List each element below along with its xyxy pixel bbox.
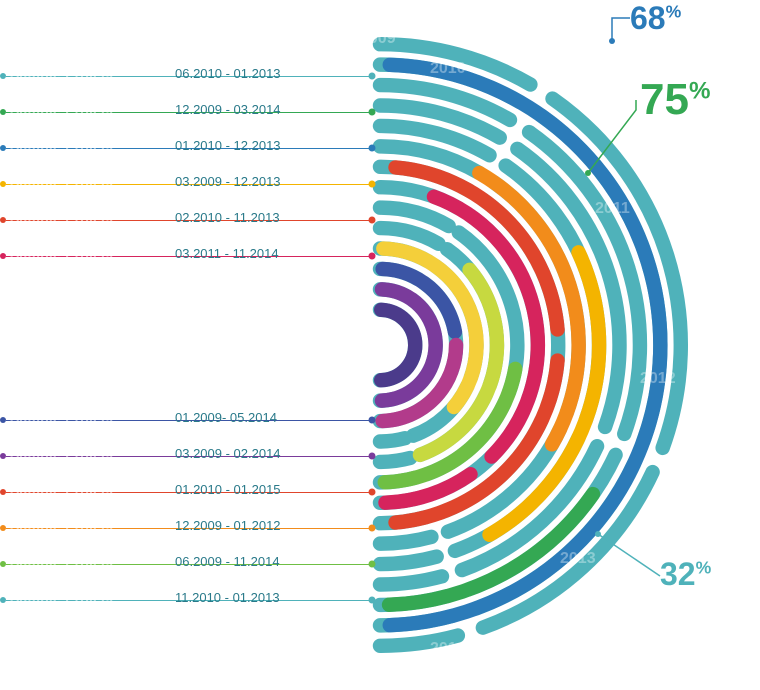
project-dates: 03.2009 - 02.2014 [175, 446, 281, 461]
project-title: Sample Project [10, 518, 114, 534]
radial-timeline-infographic: Sample Project 06.2010 - 01.2013 Sample Pr… [0, 0, 760, 690]
project-leader-dot [0, 145, 6, 151]
year-label: 2010 [430, 60, 466, 78]
project-leader-dot [0, 597, 6, 603]
project-title: Sample Project [10, 246, 114, 262]
project-dates: 01.2010 - 01.2015 [175, 482, 281, 497]
project-title: Sample Project [10, 590, 114, 606]
project-title: Sample Project [10, 102, 114, 118]
callout-number: 68 [630, 0, 666, 36]
year-label: 2014 [430, 640, 466, 658]
project-leader-dot [0, 453, 6, 459]
project-dates: 03.2011 - 11.2014 [175, 246, 279, 261]
project-title: Sample Project [10, 66, 114, 82]
project-dates: 06.2010 - 01.2013 [175, 66, 281, 81]
project-title: Sample Project [10, 410, 114, 426]
callout-value: 75% [640, 78, 710, 122]
year-label: 2012 [640, 370, 676, 388]
project-dates: 02.2010 - 11.2013 [175, 210, 280, 225]
project-dates: 12.2009 - 01.2012 [175, 518, 281, 533]
callout-leader [612, 18, 630, 41]
project-title: Sample Project [10, 138, 114, 154]
project-dates: 03.2009 - 12.2013 [175, 174, 281, 189]
project-dates: 01.2010 - 12.2013 [175, 138, 281, 153]
year-label: 2015 [360, 665, 396, 683]
callout-percent-sign: % [689, 77, 711, 104]
project-leader-dot [0, 109, 6, 115]
project-leader-dot [0, 217, 6, 223]
callout-percent-sign: % [666, 1, 682, 21]
project-dates: 01.2009- 05.2014 [175, 410, 277, 425]
callout-value: 32% [660, 558, 711, 590]
project-title: Sample Project [10, 554, 114, 570]
year-label: 2011 [595, 200, 630, 218]
project-title: Sample Project [10, 446, 114, 462]
project-dates: 06.2009 - 11.2014 [175, 554, 280, 569]
callout-number: 75 [640, 75, 689, 124]
project-leader-dot [0, 561, 6, 567]
project-leader-dot [0, 489, 6, 495]
project-leader-dot [0, 525, 6, 531]
project-dates: 11.2010 - 01.2013 [175, 590, 280, 605]
project-title: Sample Project [10, 174, 114, 190]
callout-number: 32 [660, 556, 696, 592]
callout-percent-sign: % [696, 557, 712, 577]
project-title: Sample Project [10, 210, 114, 226]
callout-value: 68% [630, 2, 681, 34]
project-leader-dot [0, 73, 6, 79]
project-leader-dot [0, 253, 6, 259]
year-label: 2013 [560, 550, 596, 568]
project-leader-dot [0, 417, 6, 423]
callout-leader [598, 534, 660, 576]
project-title: Sample Project [10, 482, 114, 498]
project-leader-dot [0, 181, 6, 187]
project-dates: 12.2009 - 03.2014 [175, 102, 281, 117]
year-label: 2009 [360, 30, 396, 48]
